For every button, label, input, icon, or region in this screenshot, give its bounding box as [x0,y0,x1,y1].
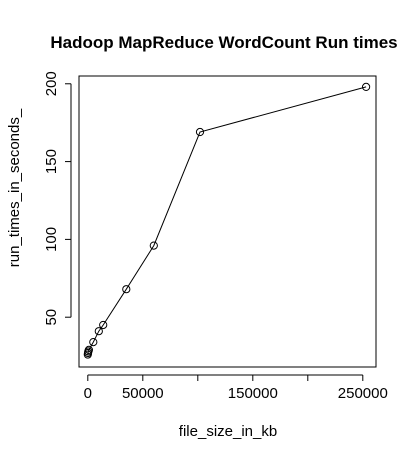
x-tick-label: 50000 [122,385,164,402]
y-axis-label: run_times_in_seconds_ [6,108,23,267]
data-point [122,285,131,294]
x-tick-label: 250000 [338,385,388,402]
data-point [149,241,158,250]
data-point [84,345,94,354]
series-layer [83,82,371,359]
data-point [99,320,108,330]
y-tick-label: 50 [43,309,60,326]
y-tick-label: 150 [43,149,60,174]
data-point [89,338,98,347]
x-axis: 0 50000 150000 250000 [84,374,388,402]
x-tick-label: 150000 [228,385,278,402]
data-point [362,82,371,91]
data-point [195,127,205,137]
chart-title: Hadoop MapReduce WordCount Run times [50,33,397,52]
series-line [87,86,367,355]
y-axis: 50 100 150 200 [43,71,72,326]
plot-frame [78,75,377,368]
x-tick-label: 0 [84,385,92,402]
y-tick-label: 200 [43,71,60,96]
data-point [94,327,103,336]
y-tick-label: 100 [43,227,60,252]
x-axis-label: file_size_in_kb [179,423,277,440]
